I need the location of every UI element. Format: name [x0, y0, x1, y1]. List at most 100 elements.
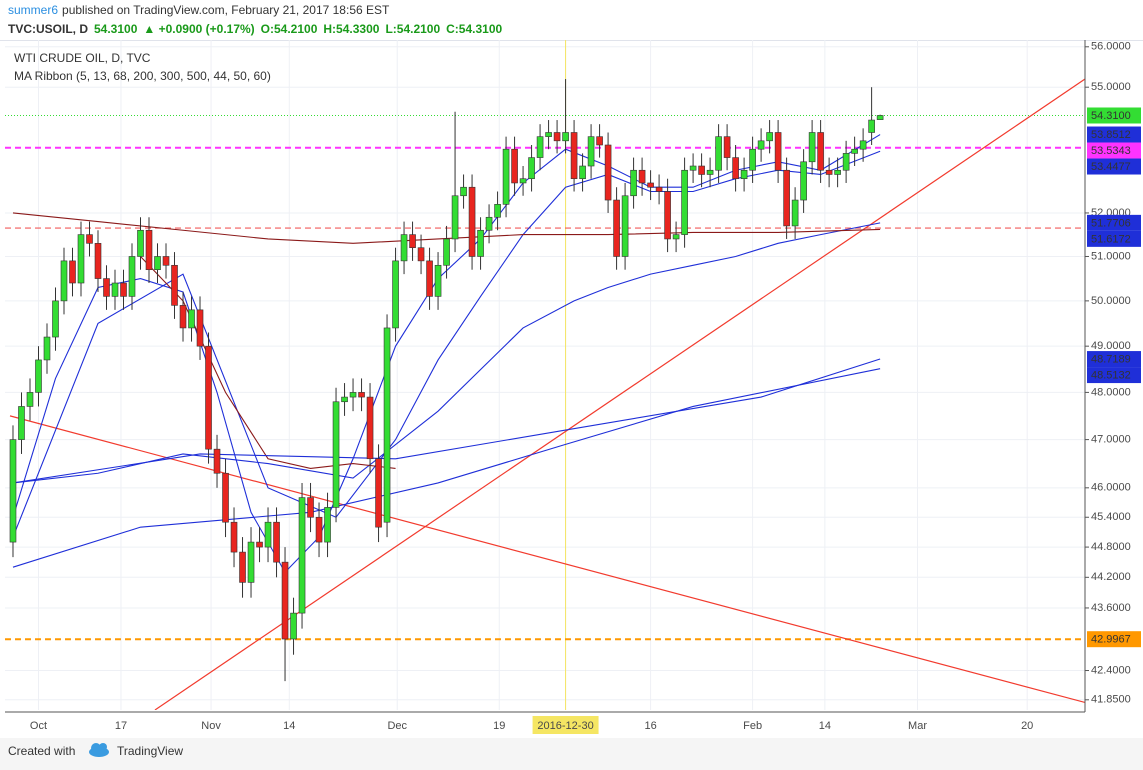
candle-body [604, 144, 612, 201]
candle-body [851, 148, 858, 154]
price-label-box [1087, 158, 1141, 175]
change: ▲ +0.0900 (+0.17%) [143, 22, 254, 36]
candle-body [35, 359, 42, 393]
candle-body [715, 136, 722, 171]
x-tick-label: Mar [908, 720, 927, 732]
price-label: 48.7189 [1091, 353, 1131, 365]
candle-body [613, 199, 620, 257]
candle-body [409, 234, 416, 249]
price-label: 53.8512 [1091, 129, 1131, 141]
candle-body [876, 115, 884, 120]
candle-body [621, 195, 629, 257]
candle-body [111, 282, 119, 297]
y-tick-label: 43.6000 [1091, 602, 1131, 614]
candle-body [120, 282, 127, 297]
y-tick-label: 50.0000 [1091, 295, 1131, 307]
candle-body [60, 260, 68, 302]
candle-body [400, 234, 408, 262]
candle-body [324, 507, 331, 543]
candle-body [664, 191, 671, 240]
x-tick-label: Feb [743, 720, 762, 732]
y-tick-label: 46.0000 [1091, 482, 1131, 494]
candle-body [426, 260, 433, 297]
price-label: 48.5132 [1091, 369, 1131, 381]
x-tick-label: 14 [819, 720, 831, 732]
candle-body [298, 497, 306, 614]
trend-line [154, 78, 1085, 710]
candle-body [222, 472, 229, 523]
x-tick-label: 19 [493, 720, 505, 732]
candle-body [485, 216, 493, 231]
candle-body [154, 256, 161, 271]
candle-body [366, 396, 374, 460]
candle-body [205, 345, 212, 450]
moving-average [12, 222, 881, 484]
candle-body [315, 516, 323, 543]
candle-body [443, 238, 450, 266]
candle-body [681, 169, 688, 235]
candle-body [256, 541, 263, 548]
candle-body [791, 199, 799, 227]
open: O:54.2100 [261, 22, 318, 36]
candle-body [468, 186, 476, 257]
footer-bar [0, 738, 1143, 770]
symbol: TVC:USOIL, D [8, 22, 88, 36]
candle-body [103, 278, 110, 297]
close: C:54.3100 [446, 22, 502, 36]
candle-body [502, 148, 510, 205]
price-label-box [1087, 631, 1141, 648]
candle-body [264, 521, 272, 548]
y-tick-label: 56.0000 [1091, 41, 1131, 53]
candle-body [528, 157, 535, 180]
candle-body [553, 132, 561, 142]
candle-body [358, 392, 365, 398]
candle-body [579, 165, 586, 180]
candle-body [647, 182, 654, 188]
quote-line: TVC:USOIL, D 54.3100 ▲ +0.0900 (+0.17%) O:5… [8, 22, 503, 36]
candle-body [655, 186, 663, 192]
moving-average [12, 358, 881, 484]
candle-body [587, 136, 595, 167]
candle-body [740, 169, 748, 180]
candle-body [247, 541, 255, 583]
candle-body [783, 169, 790, 227]
y-tick-label: 42.4000 [1091, 664, 1131, 676]
candle-body [332, 401, 340, 508]
moving-average [140, 256, 396, 469]
candle-body [375, 458, 382, 528]
high: H:54.3300 [323, 22, 379, 36]
x-tick-label: 2016-12-30 [537, 720, 593, 732]
y-tick-label: 49.0000 [1091, 340, 1131, 352]
candle-body [800, 161, 807, 201]
candle-body [188, 309, 195, 329]
candle-body [672, 234, 680, 240]
y-tick-label: 45.4000 [1091, 511, 1131, 523]
author[interactable]: summer6 [8, 3, 58, 17]
trend-line [9, 415, 1085, 704]
candle-body [86, 234, 93, 244]
plot [5, 40, 1085, 710]
candle-body [757, 140, 765, 150]
candle-body [341, 396, 348, 403]
candle-body [43, 336, 51, 361]
moving-average [12, 212, 881, 244]
moving-average [12, 368, 881, 568]
price-label: 51.6172 [1091, 233, 1131, 245]
x-tick-label: Dec [387, 720, 407, 732]
candle-body [26, 392, 34, 407]
price-label-box [1087, 214, 1141, 231]
price: 54.3100 [94, 22, 138, 36]
candle-body [842, 153, 850, 171]
candle-body [77, 234, 85, 284]
x-tick-highlight [532, 716, 599, 734]
candle-body [868, 119, 875, 133]
candle-body [630, 169, 637, 197]
candle-body [723, 136, 731, 158]
candle-body [171, 264, 178, 306]
published: published on TradingView.com, February 2… [62, 3, 390, 17]
candle-body [9, 439, 17, 543]
footer-brand[interactable]: TradingView [117, 744, 183, 758]
chart-title: WTI CRUDE OIL, D, TVC [14, 51, 151, 65]
candle-body [52, 300, 59, 338]
candle-body [808, 132, 816, 163]
